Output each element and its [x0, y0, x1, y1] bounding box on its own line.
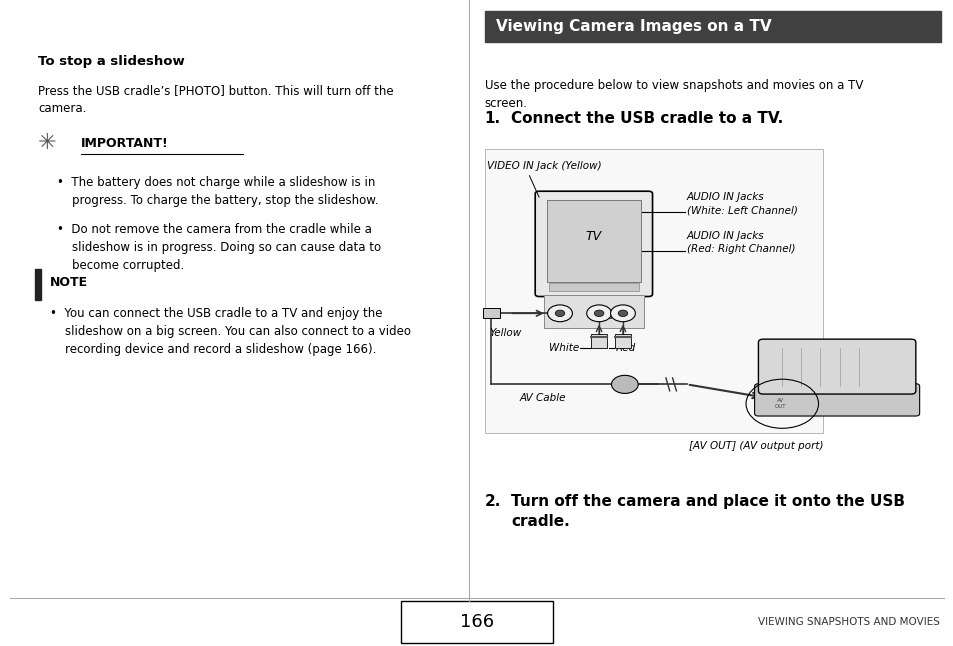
Text: NOTE: NOTE: [50, 276, 88, 289]
Circle shape: [594, 310, 603, 317]
FancyBboxPatch shape: [535, 191, 652, 297]
Text: VIEWING SNAPSHOTS AND MOVIES: VIEWING SNAPSHOTS AND MOVIES: [757, 617, 939, 627]
Bar: [400, 601, 553, 643]
Circle shape: [586, 305, 611, 322]
Text: AV
OUT: AV OUT: [774, 399, 785, 409]
Text: 166: 166: [459, 613, 494, 630]
Text: Connect the USB cradle to a TV.: Connect the USB cradle to a TV.: [511, 111, 782, 126]
Bar: [615, 334, 630, 348]
Text: AUDIO IN Jacks
(Red: Right Channel): AUDIO IN Jacks (Red: Right Channel): [686, 231, 795, 255]
Text: Use the procedure below to view snapshots and movies on a TV
screen.: Use the procedure below to view snapshot…: [484, 79, 862, 110]
Text: [AV OUT] (AV output port): [AV OUT] (AV output port): [688, 441, 822, 451]
FancyBboxPatch shape: [758, 339, 915, 394]
FancyBboxPatch shape: [754, 384, 919, 416]
Text: •  Do not remove the camera from the cradle while a
    slideshow is in progress: • Do not remove the camera from the crad…: [57, 223, 381, 272]
Text: Red: Red: [615, 342, 635, 353]
Text: To stop a slideshow: To stop a slideshow: [38, 55, 185, 68]
Text: 1.: 1.: [484, 111, 500, 126]
Circle shape: [618, 310, 627, 317]
Text: •  The battery does not charge while a slideshow is in
    progress. To charge t: • The battery does not charge while a sl…: [57, 176, 378, 207]
Bar: [543, 295, 643, 328]
Text: ✳: ✳: [38, 134, 57, 153]
Bar: [35, 269, 41, 300]
Bar: [484, 11, 940, 42]
Text: IMPORTANT!: IMPORTANT!: [81, 137, 169, 150]
Circle shape: [610, 305, 635, 322]
Bar: [591, 334, 606, 348]
Circle shape: [547, 305, 572, 322]
Bar: [482, 308, 499, 318]
Text: Turn off the camera and place it onto the USB
cradle.: Turn off the camera and place it onto th…: [511, 494, 904, 529]
Text: Viewing Camera Images on a TV: Viewing Camera Images on a TV: [496, 19, 771, 34]
Text: VIDEO IN Jack (Yellow): VIDEO IN Jack (Yellow): [486, 162, 600, 171]
Text: TV: TV: [585, 229, 601, 243]
Bar: [546, 200, 640, 282]
Bar: [484, 149, 822, 433]
Circle shape: [555, 310, 564, 317]
Text: •  You can connect the USB cradle to a TV and enjoy the
    slideshow on a big s: • You can connect the USB cradle to a TV…: [50, 307, 410, 356]
Text: AUDIO IN Jacks
(White: Left Channel): AUDIO IN Jacks (White: Left Channel): [686, 192, 797, 215]
Circle shape: [611, 375, 638, 393]
Text: White: White: [548, 342, 578, 353]
Text: Audio: Audio: [591, 312, 613, 321]
Text: 2.: 2.: [484, 494, 500, 509]
Text: Press the USB cradle’s [PHOTO] button. This will turn off the
camera.: Press the USB cradle’s [PHOTO] button. T…: [38, 84, 394, 115]
Text: Video: Video: [550, 312, 572, 321]
Text: AV Cable: AV Cable: [519, 393, 566, 402]
Bar: [548, 283, 639, 291]
Text: Yellow: Yellow: [489, 328, 521, 339]
